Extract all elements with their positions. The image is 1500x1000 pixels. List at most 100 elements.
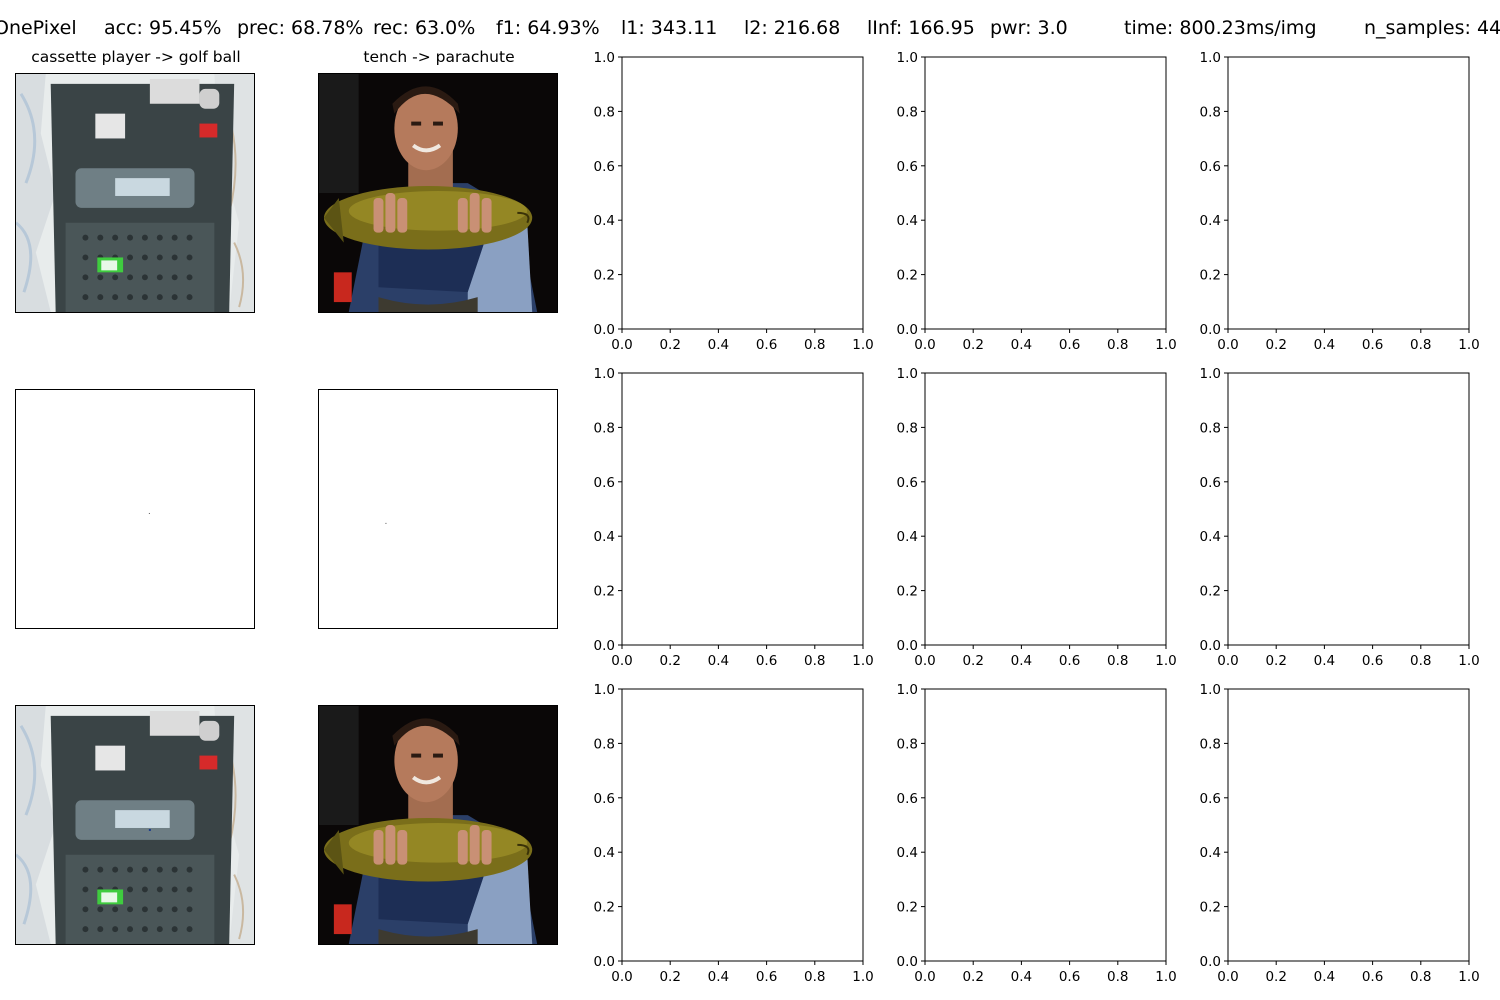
y-tick-label: 0.0	[1200, 954, 1221, 970]
y-tick-label: 0.2	[594, 584, 615, 600]
x-tick-label: 0.8	[804, 969, 825, 985]
y-tick-label: 0.2	[1200, 584, 1221, 600]
x-tick-label: 0.2	[659, 653, 680, 669]
x-tick-label: 0.8	[804, 653, 825, 669]
y-tick-label: 0.2	[594, 900, 615, 916]
figure-suptitle: OnePixel acc: 95.45% prec: 68.78% rec: 6…	[0, 0, 1500, 56]
x-tick-label: 1.0	[852, 653, 873, 669]
y-tick-label: 0.6	[897, 791, 918, 807]
x-tick-label: 0.0	[914, 653, 935, 669]
y-tick-label: 0.4	[594, 529, 615, 545]
l1-stat: l1: 343.11	[621, 17, 718, 39]
empty-axes-r3-c4: 0.0 0.2 0.4 0.6 0.8 1.0 0.0 0.2 0.4 0.6 0.8 1.0	[897, 682, 1177, 985]
axes-frame	[924, 688, 1167, 962]
empty-axes-r1-c3: 0.0 0.2 0.4 0.6 0.8 1.00.00.20.40.60.81.0	[594, 50, 874, 353]
y-tick-label: 0.4	[897, 213, 918, 229]
x-tick-label: 0.4	[708, 653, 729, 669]
x-tick-label: 1.0	[1155, 337, 1176, 353]
y-tick-label: 0.2	[594, 268, 615, 284]
y-tick-label: 0.8	[897, 736, 918, 752]
x-tick-label: 0.0	[611, 653, 632, 669]
y-tick-label: 0.0	[897, 322, 918, 338]
y-tick-label: 0.0	[594, 638, 615, 654]
recall-stat: rec: 63.0%	[373, 17, 476, 39]
x-tick-label: 0.8	[1410, 337, 1431, 353]
empty-axes-r1-c5: 0.0 0.2 0.4 0.6 0.8 1.00.00.20.40.60.81.0	[1200, 50, 1480, 353]
axes-frame	[621, 372, 864, 646]
x-tick-label: 0.6	[756, 653, 777, 669]
x-tick-label: 0.6	[1059, 337, 1080, 353]
x-tick-label: 0.8	[1107, 337, 1128, 353]
y-tick-label: 0.6	[594, 159, 615, 175]
axes-frame	[924, 372, 1167, 646]
empty-axes-r2-c3: 0.0 0.2 0.4 0.6 0.8 1.0 0.0 0.2 0.4 0.6 0.8 1.0	[594, 366, 874, 669]
y-tick-label: 1.0	[897, 366, 918, 382]
x-tick-label: 0.0	[914, 337, 935, 353]
empty-axes-r1-c4: 0.0 0.2 0.4 0.6 0.8 1.00.00.20.40.60.81.0	[897, 50, 1177, 353]
y-tick-label: 0.0	[897, 638, 918, 654]
adversarial-cassette-image	[15, 705, 255, 945]
x-tick-label: 0.0	[1217, 969, 1238, 985]
y-tick-label: 0.6	[897, 159, 918, 175]
x-tick-label: 0.4	[708, 969, 729, 985]
y-tick-label: 0.6	[1200, 159, 1221, 175]
x-tick-label: 0.4	[1011, 337, 1032, 353]
column1-title: cassette player -> golf ball	[31, 48, 241, 66]
x-tick-label: 1.0	[852, 969, 873, 985]
x-tick-label: 1.0	[1155, 969, 1176, 985]
x-tick-label: 0.8	[1107, 653, 1128, 669]
x-tick-label: 0.0	[914, 969, 935, 985]
x-tick-label: 0.4	[1314, 653, 1335, 669]
x-tick-label: 0.0	[611, 337, 632, 353]
y-tick-label: 0.8	[594, 104, 615, 120]
axes-frame	[924, 56, 1167, 330]
y-tick-label: 0.2	[1200, 268, 1221, 284]
y-tick-label: 0.2	[897, 900, 918, 916]
x-tick-label: 1.0	[1155, 653, 1176, 669]
y-tick-label: 0.8	[1200, 104, 1221, 120]
x-tick-label: 0.0	[1217, 653, 1238, 669]
x-tick-label: 0.2	[962, 969, 983, 985]
x-tick-label: 0.8	[1410, 653, 1431, 669]
y-tick-label: 0.8	[594, 736, 615, 752]
original-tench-image	[318, 73, 558, 313]
axes-frame	[1227, 372, 1470, 646]
x-tick-label: 0.0	[611, 969, 632, 985]
x-tick-label: 0.2	[962, 653, 983, 669]
empty-axes-r3-c5: 0.0 0.2 0.4 0.6 0.8 1.0 0.0 0.2 0.4 0.6 0.8 1.0	[1200, 682, 1480, 985]
x-tick-label: 0.4	[708, 337, 729, 353]
x-tick-label: 0.4	[1011, 653, 1032, 669]
x-tick-label: 0.8	[1107, 969, 1128, 985]
empty-axes-r2-c5: 0.0 0.2 0.4 0.6 0.8 1.0 0.0 0.2 0.4 0.6 0.8 1.0	[1200, 366, 1480, 669]
y-tick-label: 0.8	[1200, 736, 1221, 752]
y-tick-label: 0.0	[594, 954, 615, 970]
x-tick-label: 0.6	[756, 337, 777, 353]
x-tick-label: 0.2	[659, 337, 680, 353]
y-tick-label: 0.0	[897, 954, 918, 970]
y-tick-label: 1.0	[594, 366, 615, 382]
y-tick-label: 0.8	[897, 420, 918, 436]
accuracy-stat: acc: 95.45%	[104, 17, 222, 39]
x-tick-label: 1.0	[1458, 653, 1479, 669]
x-tick-label: 0.6	[1362, 653, 1383, 669]
x-tick-label: 0.6	[1362, 969, 1383, 985]
x-tick-label: 0.6	[756, 969, 777, 985]
precision-stat: prec: 68.78%	[237, 17, 364, 39]
x-tick-label: 0.2	[659, 969, 680, 985]
method-name: OnePixel	[0, 17, 77, 39]
y-tick-label: 0.4	[1200, 213, 1221, 229]
axes-frame	[621, 688, 864, 962]
column2-title: tench -> parachute	[363, 48, 515, 66]
samples-stat: n_samples: 44	[1364, 17, 1500, 39]
power-stat: pwr: 3.0	[990, 17, 1068, 39]
y-tick-label: 0.4	[1200, 529, 1221, 545]
x-tick-label: 0.2	[1265, 337, 1286, 353]
f1-stat: f1: 64.93%	[496, 17, 600, 39]
y-tick-label: 0.2	[1200, 900, 1221, 916]
axes-frame	[621, 56, 864, 330]
y-tick-label: 0.4	[897, 845, 918, 861]
x-tick-label: 0.4	[1314, 969, 1335, 985]
x-tick-label: 0.4	[1314, 337, 1335, 353]
x-tick-label: 0.2	[1265, 969, 1286, 985]
x-tick-label: 0.8	[804, 337, 825, 353]
